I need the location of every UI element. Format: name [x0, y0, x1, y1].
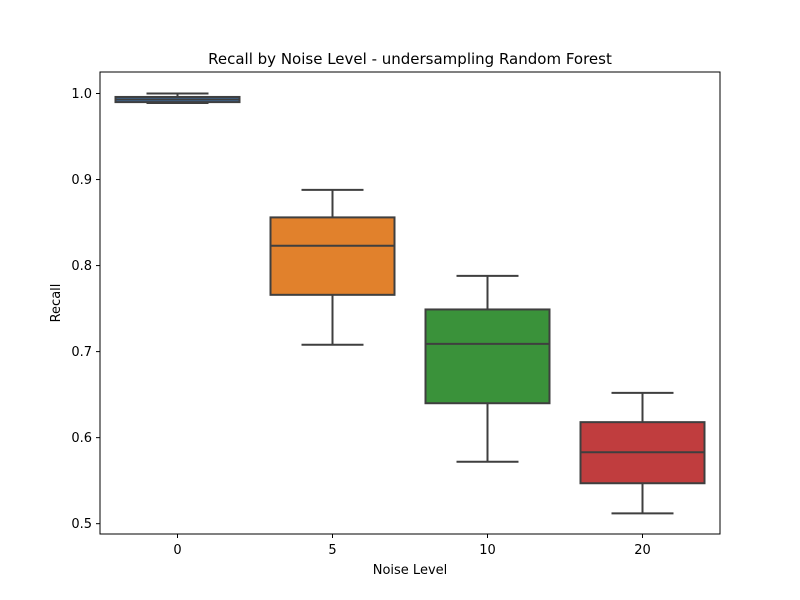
x-tick-label: 10 [479, 543, 496, 558]
y-axis-ticks: 0.5 0.6 0.7 0.8 0.9 1.0 [71, 87, 100, 532]
chart-title: Recall by Noise Level - undersampling Ra… [208, 50, 612, 68]
x-axis-label: Noise Level [373, 563, 448, 578]
x-tick-label: 5 [328, 543, 336, 558]
y-tick-label: 0.8 [71, 259, 92, 274]
x-axis-ticks: 0 5 10 20 [173, 534, 651, 558]
y-axis-label: Recall [49, 284, 64, 323]
y-tick-label: 0.7 [71, 345, 92, 360]
box-group [114, 92, 706, 515]
box-5 [269, 188, 396, 346]
y-tick-label: 0.6 [71, 431, 92, 446]
box-0 [114, 92, 241, 104]
plot-frame [99, 71, 721, 535]
y-tick-label: 0.9 [71, 173, 92, 188]
x-tick-label: 20 [634, 543, 651, 558]
y-tick-label: 0.5 [71, 517, 92, 532]
y-tick-label: 1.0 [71, 87, 92, 102]
iqr-box [424, 308, 551, 405]
iqr-box [269, 216, 396, 296]
box-20 [579, 391, 706, 515]
box-10 [424, 274, 551, 463]
x-tick-label: 0 [173, 543, 181, 558]
